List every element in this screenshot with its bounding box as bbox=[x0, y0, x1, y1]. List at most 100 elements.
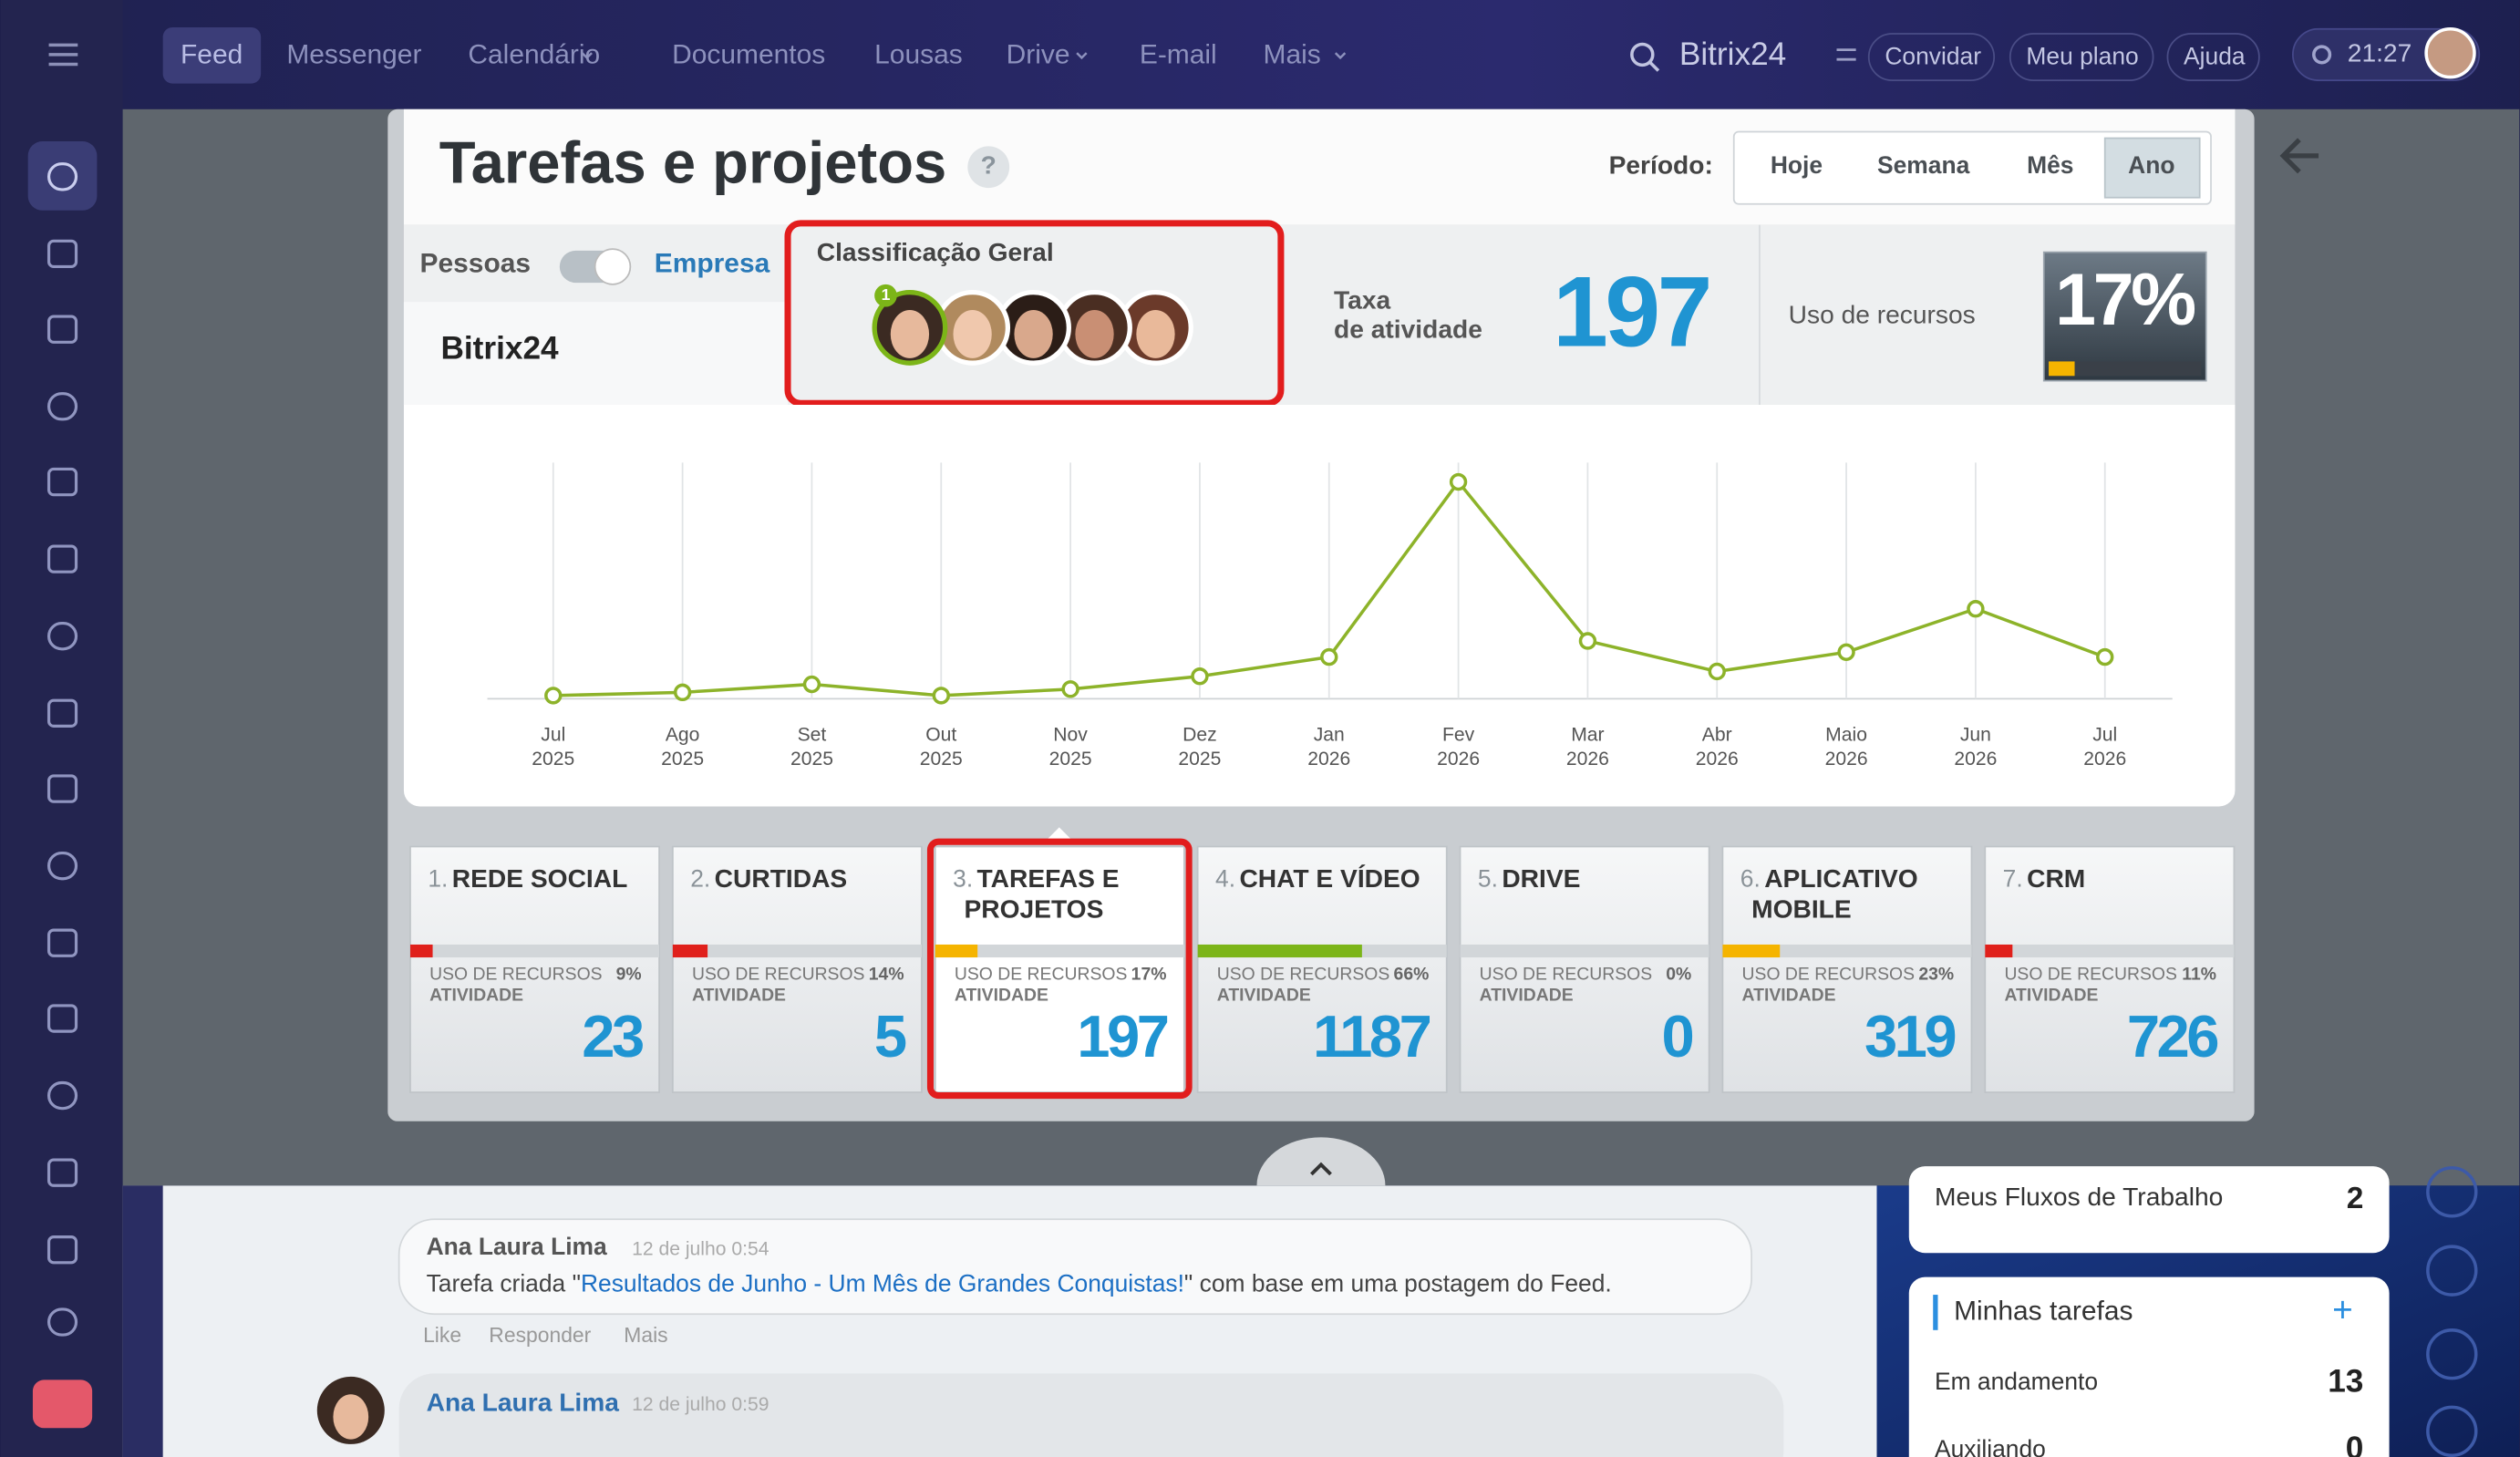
nav-icon[interactable] bbox=[46, 1235, 78, 1265]
nav-button[interactable] bbox=[1867, 33, 1996, 81]
side-action[interactable] bbox=[2426, 1245, 2478, 1297]
company-cell bbox=[403, 302, 789, 405]
widget-count: 2 bbox=[2347, 1182, 2364, 1215]
nav-icon[interactable] bbox=[46, 698, 78, 728]
usage-bar bbox=[1985, 944, 2013, 958]
data-point bbox=[1708, 662, 1726, 681]
toggle-right-label[interactable]: Empresa bbox=[655, 249, 770, 279]
nav-icon[interactable] bbox=[46, 315, 78, 344]
data-point bbox=[1837, 643, 1855, 662]
avatar-face bbox=[890, 310, 930, 358]
task-link[interactable]: Resultados de Junho - Um Mês de Grandes … bbox=[581, 1269, 1184, 1297]
card-index: 5. bbox=[1478, 864, 1498, 892]
side-action[interactable] bbox=[2426, 1328, 2478, 1380]
nav-icon[interactable] bbox=[46, 392, 78, 421]
nav-button-label[interactable]: Ajuda bbox=[2184, 42, 2246, 69]
module-card[interactable] bbox=[1721, 845, 1973, 1093]
brand: Bitrix24 bbox=[1679, 36, 1786, 72]
comment-action[interactable]: Responder bbox=[489, 1323, 591, 1347]
nav-item[interactable]: Documentos bbox=[672, 40, 825, 70]
nav-icon[interactable] bbox=[46, 851, 78, 881]
usage-percent: 11% bbox=[2182, 965, 2216, 985]
usage-track bbox=[1722, 944, 1972, 958]
nav-icon[interactable] bbox=[46, 928, 78, 957]
nav-button-label[interactable]: Meu plano bbox=[2026, 42, 2138, 69]
usage-caption: USO DE RECURSOS bbox=[1480, 965, 1653, 985]
menu-icon bbox=[48, 43, 78, 67]
module-card[interactable] bbox=[1459, 845, 1710, 1093]
widget-label[interactable]: Meus Fluxos de Trabalho bbox=[1935, 1182, 2223, 1211]
data-point bbox=[673, 683, 692, 702]
card-activity: 726 bbox=[2127, 1003, 2217, 1070]
comment-action[interactable]: Like bbox=[423, 1323, 461, 1347]
nav-item[interactable]: E-mail bbox=[1140, 40, 1217, 70]
help-icon[interactable]: ? bbox=[981, 150, 997, 180]
usage-track bbox=[672, 944, 922, 958]
x-tick-label: 2025 bbox=[1049, 749, 1092, 770]
comment-action[interactable]: Mais bbox=[624, 1323, 667, 1347]
nav-icon[interactable] bbox=[46, 1004, 78, 1033]
title-accent bbox=[1933, 1295, 1938, 1330]
nav-item[interactable]: Mais bbox=[1264, 40, 1321, 70]
add-button[interactable]: + bbox=[2332, 1291, 2353, 1330]
search-icon[interactable] bbox=[1630, 42, 1655, 67]
nav-button[interactable] bbox=[2009, 33, 2154, 81]
period-button[interactable]: Hoje bbox=[1771, 151, 1823, 179]
toggle-left-label[interactable]: Pessoas bbox=[420, 249, 532, 279]
usage-bar bbox=[409, 944, 433, 958]
period-button[interactable]: Ano bbox=[2128, 151, 2174, 179]
nav-item[interactable]: Feed bbox=[181, 40, 243, 70]
author[interactable]: Ana Laura Lima bbox=[427, 1387, 620, 1416]
nav-icon[interactable] bbox=[46, 162, 78, 191]
nav-icon[interactable] bbox=[46, 1158, 78, 1187]
nav-icon[interactable] bbox=[46, 467, 78, 497]
side-action[interactable] bbox=[2426, 1405, 2478, 1457]
x-tick-label: 2026 bbox=[1954, 749, 1997, 770]
nav-icon[interactable] bbox=[46, 239, 78, 269]
card-title: APLICATIVO bbox=[1764, 863, 1918, 893]
panel-title: Tarefas e projetos bbox=[439, 129, 947, 195]
period-button[interactable]: Semana bbox=[1877, 151, 1970, 179]
nav-item[interactable]: Messenger bbox=[286, 40, 421, 70]
nav-icon[interactable] bbox=[46, 1080, 78, 1111]
nav-item[interactable]: Lousas bbox=[874, 40, 963, 70]
task-row-label[interactable]: Em andamento bbox=[1935, 1368, 2098, 1395]
x-tick-label: 2026 bbox=[1696, 749, 1739, 770]
nav-icon[interactable] bbox=[46, 622, 78, 651]
user-avatar[interactable] bbox=[2424, 26, 2476, 79]
toolbar-arrow[interactable] bbox=[2279, 138, 2319, 174]
feed-edge bbox=[122, 1185, 163, 1457]
author[interactable]: Ana Laura Lima bbox=[427, 1233, 607, 1260]
avatar-face bbox=[333, 1394, 369, 1440]
nav-item[interactable]: Calendário bbox=[468, 40, 600, 70]
side-action[interactable] bbox=[2426, 1166, 2478, 1218]
module-card[interactable] bbox=[1984, 845, 2236, 1093]
data-point bbox=[1320, 647, 1338, 666]
collapse-chevron bbox=[1310, 1162, 1332, 1176]
period-button[interactable]: Mês bbox=[2027, 151, 2073, 179]
task-row-label[interactable]: Auxiliando bbox=[1935, 1435, 2046, 1457]
nav-icon[interactable] bbox=[46, 774, 78, 803]
nav-button-label[interactable]: Convidar bbox=[1885, 42, 1981, 69]
data-point bbox=[1449, 472, 1468, 491]
nav-item[interactable]: Drive bbox=[1007, 40, 1070, 70]
module-card[interactable] bbox=[1196, 845, 1448, 1093]
app-icon[interactable] bbox=[32, 1380, 93, 1429]
module-card[interactable] bbox=[671, 845, 923, 1093]
nav-icon[interactable] bbox=[46, 544, 78, 574]
help-circle[interactable] bbox=[967, 146, 1010, 189]
nav-icon[interactable] bbox=[46, 1307, 78, 1337]
x-tick-label: 2025 bbox=[532, 749, 574, 770]
card-title: MOBILE bbox=[1751, 894, 1852, 923]
card-title: DRIVE bbox=[1502, 863, 1580, 893]
collapse-button[interactable] bbox=[1256, 1137, 1386, 1186]
card-activity: 0 bbox=[1661, 1003, 1692, 1070]
nav-button[interactable] bbox=[2166, 33, 2260, 81]
usage-percent: 23% bbox=[1918, 965, 1954, 985]
module-card[interactable] bbox=[409, 845, 660, 1093]
x-tick-label: Dez bbox=[1183, 725, 1217, 746]
widget bbox=[1908, 1276, 2390, 1457]
module-card[interactable] bbox=[934, 845, 1185, 1093]
